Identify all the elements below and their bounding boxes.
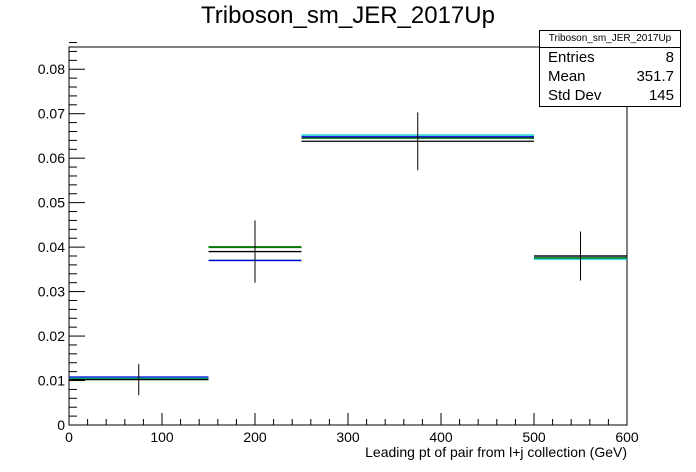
- axis-labels: 0 100 200 300 400 500 600 0 0.01 0.02 0.03 0.04 0.05…: [38, 61, 639, 460]
- axis-ticks: [68, 42, 628, 426]
- stats-std-label: Std Dev: [548, 87, 602, 104]
- stats-row-entries: Entries 8: [540, 48, 680, 67]
- stats-mean-label: Mean: [548, 68, 586, 85]
- y-tick-label: 0.06: [38, 150, 65, 166]
- y-tick-label: 0.04: [38, 239, 65, 255]
- stats-entries-value: 8: [665, 49, 674, 66]
- histogram-series: [69, 112, 627, 396]
- y-tick-label: 0.05: [38, 195, 65, 211]
- x-tick-label: 0: [65, 429, 73, 445]
- stats-std-value: 145: [648, 87, 674, 104]
- stats-box: Triboson_sm_JER_2017Up Entries 8 Mean 35…: [539, 30, 681, 107]
- x-axis-title: Leading pt of pair from l+j collection (…: [365, 444, 627, 460]
- x-tick-label: 400: [429, 429, 453, 445]
- stats-box-title: Triboson_sm_JER_2017Up: [540, 31, 680, 48]
- y-tick-label: 0.02: [38, 328, 65, 344]
- y-tick-label: 0.07: [38, 106, 65, 122]
- stats-mean-value: 351.7: [636, 68, 674, 85]
- y-tick-label: 0.03: [38, 284, 65, 300]
- x-tick-label: 300: [336, 429, 360, 445]
- y-tick-label: 0.01: [38, 373, 65, 389]
- stats-entries-label: Entries: [548, 49, 595, 66]
- stats-row-mean: Mean 351.7: [540, 67, 680, 86]
- x-tick-label: 100: [150, 429, 174, 445]
- x-tick-label: 600: [615, 429, 639, 445]
- stats-row-stddev: Std Dev 145: [540, 86, 680, 105]
- x-tick-label: 500: [522, 429, 546, 445]
- x-tick-label: 200: [243, 429, 267, 445]
- y-tick-label: 0.08: [38, 61, 65, 77]
- y-tick-label: 0: [57, 417, 65, 433]
- chart-title: Triboson_sm_JER_2017Up: [201, 2, 495, 29]
